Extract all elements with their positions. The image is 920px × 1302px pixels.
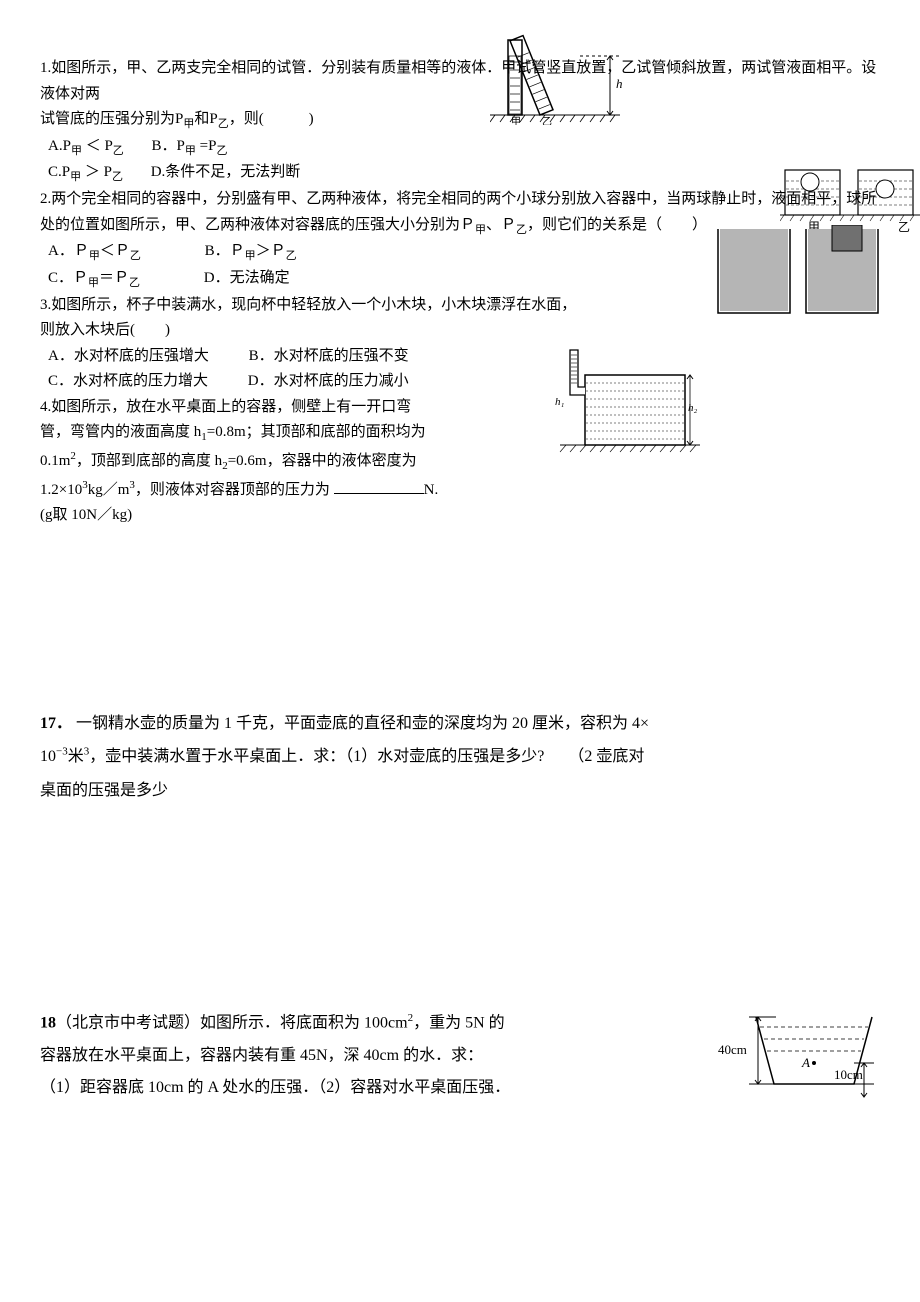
question-18: 40cm 10cm A 18（北京市中考试题）如图所示．将底面积为 100cm2… [40, 1007, 880, 1103]
q4-l5: (g取 10N／kg) [40, 507, 132, 523]
q3-option-b[interactable]: B．水对杯底的压强不变 [249, 344, 409, 370]
q2-stem: 2.两个完全相同的容器中，分别盛有甲、乙两种液体，将完全相同的两个小球分别放入容… [40, 191, 876, 233]
d40-label: 40cm [718, 1042, 747, 1057]
sub-jia: 甲 [183, 118, 194, 130]
question-1: 1.如图所示，甲、乙两支完全相同的试管．分别装有质量相等的液体．甲试管竖直放置，… [40, 56, 880, 187]
q18-l2: 容器放在水平桌面上，容器内装有重 45N，深 40cm 的水．求： [40, 1047, 483, 1064]
q18-l3: （1）距容器底 10cm 的 A 处水的压强．（2）容器对水平桌面压强． [40, 1079, 510, 1096]
q1-option-d[interactable]: D.条件不足，无法判断 [151, 160, 301, 186]
question-17: 17． 一钢精水壶的质量为 1 千克，平面壶底的直径和壶的深度均为 20 厘米，… [40, 707, 880, 808]
q4-l1: 4.如图所示，放在水平桌面上的容器，侧壁上有一开口弯 [40, 399, 411, 415]
a-label: A [801, 1055, 810, 1070]
q1-stem1: 1.如图所示，甲、乙两支完全相同的试管．分别装有质量相等的液体．甲试管竖直放置，… [40, 60, 876, 102]
q4-blank[interactable] [334, 480, 424, 494]
q17-l3: 桌面的压强是多少 [40, 782, 168, 799]
q2-option-c[interactable]: C．Ｐ甲＝Ｐ乙 [48, 266, 140, 293]
q3-option-d[interactable]: D．水对杯底的压力减小 [248, 369, 409, 395]
q3-option-a[interactable]: A．水对杯底的压强增大 [48, 344, 209, 370]
question-2: 2.两个完全相同的容器中，分别盛有甲、乙两种液体，将完全相同的两个小球分别放入容… [40, 187, 880, 293]
q1-option-b[interactable]: B．P甲 =P乙 [152, 134, 228, 161]
q1-option-a[interactable]: A.P甲 ＜ P乙 [48, 134, 124, 161]
question-4: 4.如图所示，放在水平桌面上的容器，侧壁上有一开口弯 管，弯管内的液面高度 h1… [40, 395, 880, 529]
q2-option-b[interactable]: B．Ｐ甲＞Ｐ乙 [205, 239, 297, 266]
yi-label: 乙 [898, 220, 910, 234]
q18-num: 18 [40, 1015, 56, 1032]
q1-stem2c: ，则( ) [229, 111, 314, 127]
q1-stem2a: 试管底的压强分别为P [40, 111, 183, 127]
q3-option-c[interactable]: C．水对杯底的压力增大 [48, 369, 208, 395]
d10-label: 10cm [834, 1067, 863, 1082]
sub-yi: 乙 [218, 118, 229, 130]
q2-option-a[interactable]: A．Ｐ甲＜Ｐ乙 [48, 239, 141, 266]
q1-stem2b: 和P [194, 111, 217, 127]
q3-stem2: 则放入木块后( ) [40, 322, 170, 338]
q1-option-c[interactable]: C.P甲 ＞ P乙 [48, 160, 123, 187]
q17-num: 17． [40, 715, 72, 732]
q2-option-d[interactable]: D．无法确定 [204, 266, 290, 292]
question-3: 3.如图所示，杯子中装满水，现向杯中轻轻放入一个小木块，小木块漂浮在水面， 则放… [40, 293, 880, 395]
q3-stem1: 3.如图所示，杯子中装满水，现向杯中轻轻放入一个小木块，小木块漂浮在水面， [40, 297, 576, 313]
q18-figure: 40cm 10cm A [716, 1009, 876, 1099]
